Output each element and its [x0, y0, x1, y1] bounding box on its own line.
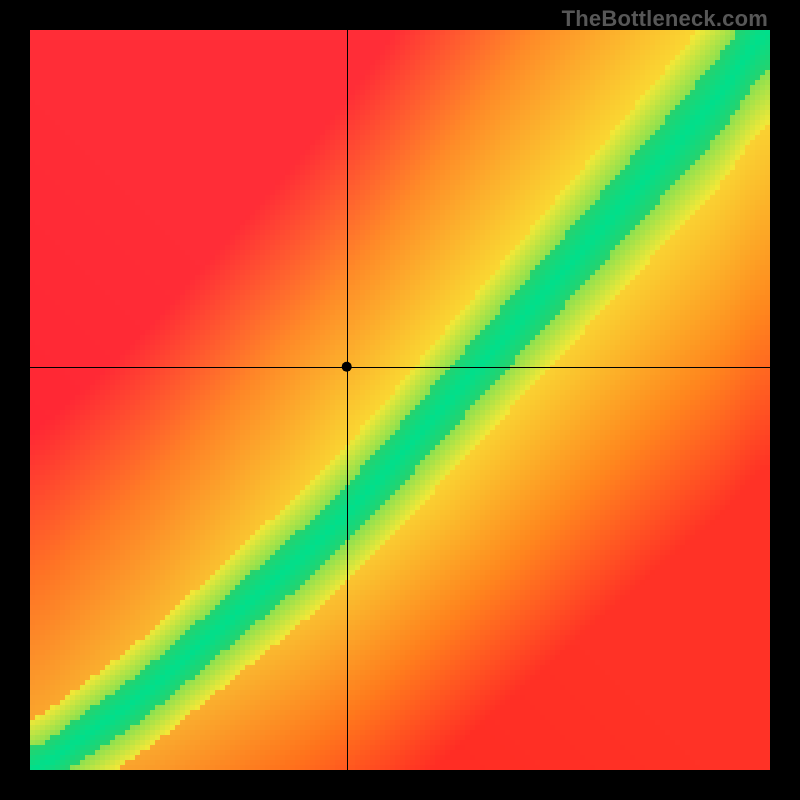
chart-container: TheBottleneck.com [0, 0, 800, 800]
crosshair-overlay [30, 30, 770, 770]
watermark-label: TheBottleneck.com [562, 6, 768, 32]
